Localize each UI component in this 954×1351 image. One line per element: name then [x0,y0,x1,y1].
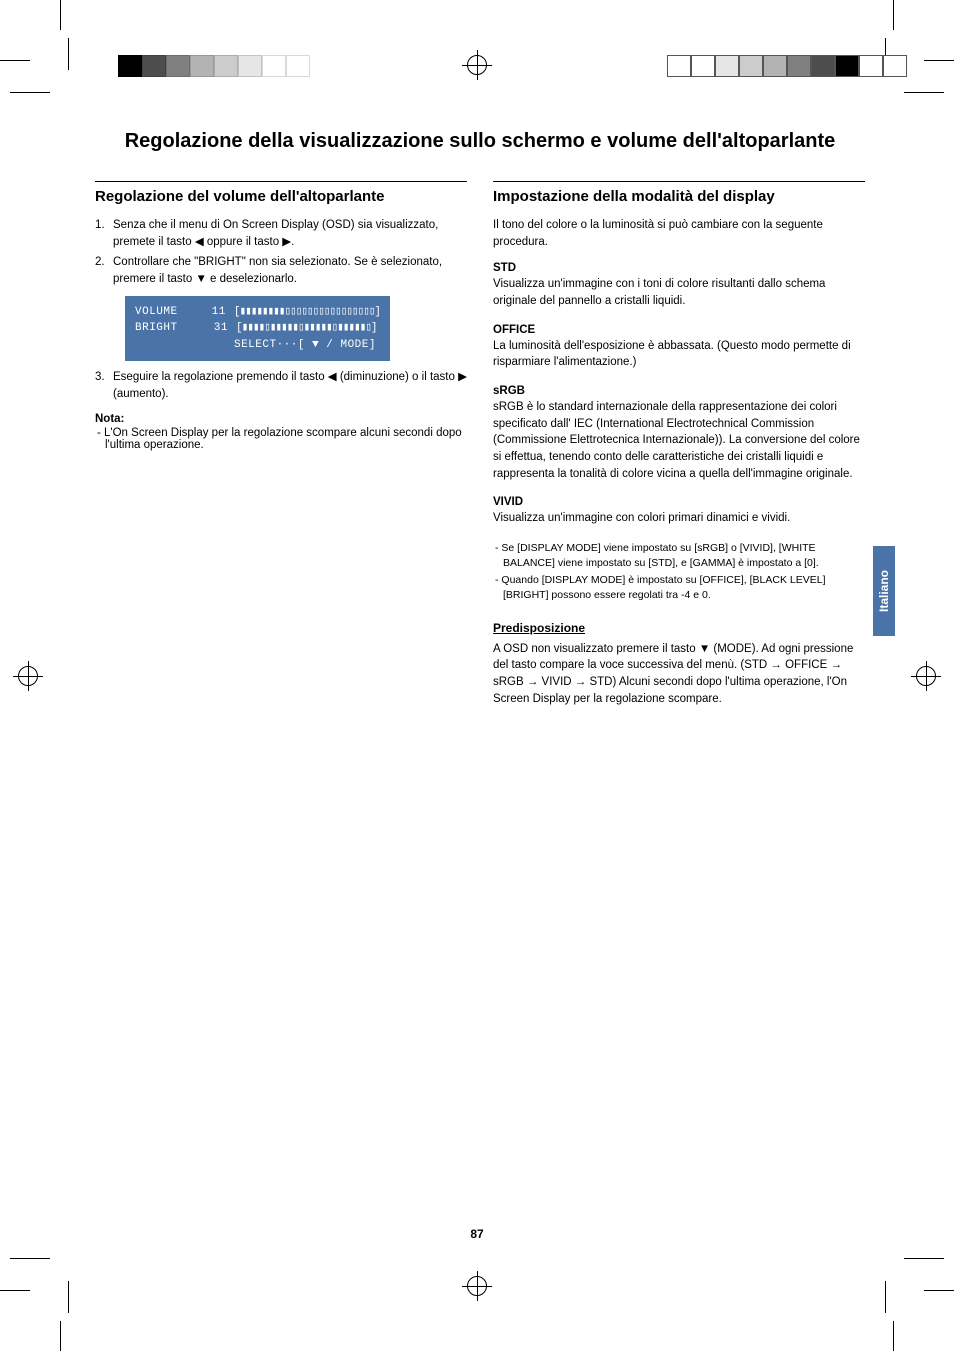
step-number: 1. [95,217,113,250]
color-bar-left [118,55,310,77]
swatch [190,55,214,77]
color-bar-right [667,55,907,77]
mode-block: sRGB sRGB è lo standard internazionale de… [493,385,865,482]
osd-label: BRIGHT [135,320,200,337]
column-left: Regolazione del volume dell'altoparlante… [95,181,467,708]
crop-mark-tl [30,30,70,70]
step-text: Controllare che "BRIGHT" non sia selezio… [113,254,467,287]
mode-name: VIVID [493,496,865,508]
step-text: Eseguire la regolazione premendo il tast… [113,369,467,402]
osd-value: 11 [206,304,226,321]
swatch [286,55,310,77]
column-right: Impostazione della modalità del display … [493,181,865,708]
swatch [739,55,763,77]
osd-bar: [▮▮▮▮▮▮▮▮▯▯▯▯▯▯▯▯▯▯▯▯▯▯▯▯] [234,304,380,321]
swatch [787,55,811,77]
note-text: - L'On Screen Display per la regolazione… [95,427,467,451]
registration-target-icon [18,666,38,686]
crop-rule [10,92,50,93]
note-label: Nota: [95,413,467,425]
step-number: 3. [95,369,113,402]
crop-rule [68,38,69,70]
osd-hint: SELECT···[ ▼ / MODE] [135,337,380,354]
swatch [715,55,739,77]
swatch [859,55,883,77]
swatch [835,55,859,77]
crop-rule [904,92,944,93]
sub-note: - Quando [DISPLAY MODE] è impostato su [… [493,573,865,602]
step-text: Senza che il menu di On Screen Display (… [113,217,467,250]
mode-desc: Visualizza un'immagine con i toni di col… [493,276,865,309]
sub-note: - Se [DISPLAY MODE] viene impostato su [… [493,541,865,570]
crop-rule [10,1258,50,1259]
intro-text: Il tono del colore o la luminosità si pu… [493,217,865,250]
osd-value: 31 [208,320,228,337]
page-title: Regolazione della visualizzazione sullo … [95,130,865,153]
swatch [262,55,286,77]
right-heading: Impostazione della modalità del display [493,181,865,205]
crop-mark-br [884,1281,924,1321]
mode-name: sRGB [493,385,865,397]
swatch [118,55,142,77]
mode-block: STD Visualizza un'immagine con i toni di … [493,262,865,309]
swatch [667,55,691,77]
mode-desc: La luminosità dell'esposizione è abbassa… [493,338,865,371]
step-number: 2. [95,254,113,287]
osd-bar: [▮▮▮▮▯▮▮▮▮▮▯▮▮▮▮▮▯▮▮▮▮▮▯] [236,320,377,337]
left-heading: Regolazione del volume dell'altoparlante [95,181,467,205]
mode-name: STD [493,262,865,274]
crop-rule [68,1281,69,1313]
osd-preview: VOLUME 11 [▮▮▮▮▮▮▮▮▯▯▯▯▯▯▯▯▯▯▯▯▯▯▯▯] BRI… [125,296,390,362]
swatch [691,55,715,77]
predisposizione-heading: Predisposizione [493,621,865,635]
swatch [214,55,238,77]
mode-desc: sRGB è lo standard internazionale della … [493,399,865,482]
swatch [811,55,835,77]
registration-target-icon [467,1276,487,1296]
swatch [763,55,787,77]
language-tab: Italiano [873,546,895,636]
crop-rule [885,1281,886,1313]
swatch [883,55,907,77]
swatch [238,55,262,77]
mode-desc: Visualizza un'immagine con colori primar… [493,510,865,527]
registration-target-icon [467,55,487,75]
page-content: Regolazione della visualizzazione sullo … [95,120,865,1250]
mode-block: OFFICE La luminosità dell'esposizione è a… [493,324,865,371]
page-number: 87 [0,1227,954,1241]
crop-rule [904,1258,944,1259]
osd-label: VOLUME [135,304,198,321]
registration-target-icon [916,666,936,686]
mode-block: VIVID Visualizza un'immagine con colori p… [493,496,865,527]
crop-mark-bl [30,1281,70,1321]
swatch [166,55,190,77]
swatch [142,55,166,77]
mode-name: OFFICE [493,324,865,336]
predisposizione-text: A OSD non visualizzato premere il tasto … [493,641,865,708]
note-block: Nota: - L'On Screen Display per la regol… [95,413,467,451]
predisposizione-block: Predisposizione A OSD non visualizzato p… [493,621,865,708]
